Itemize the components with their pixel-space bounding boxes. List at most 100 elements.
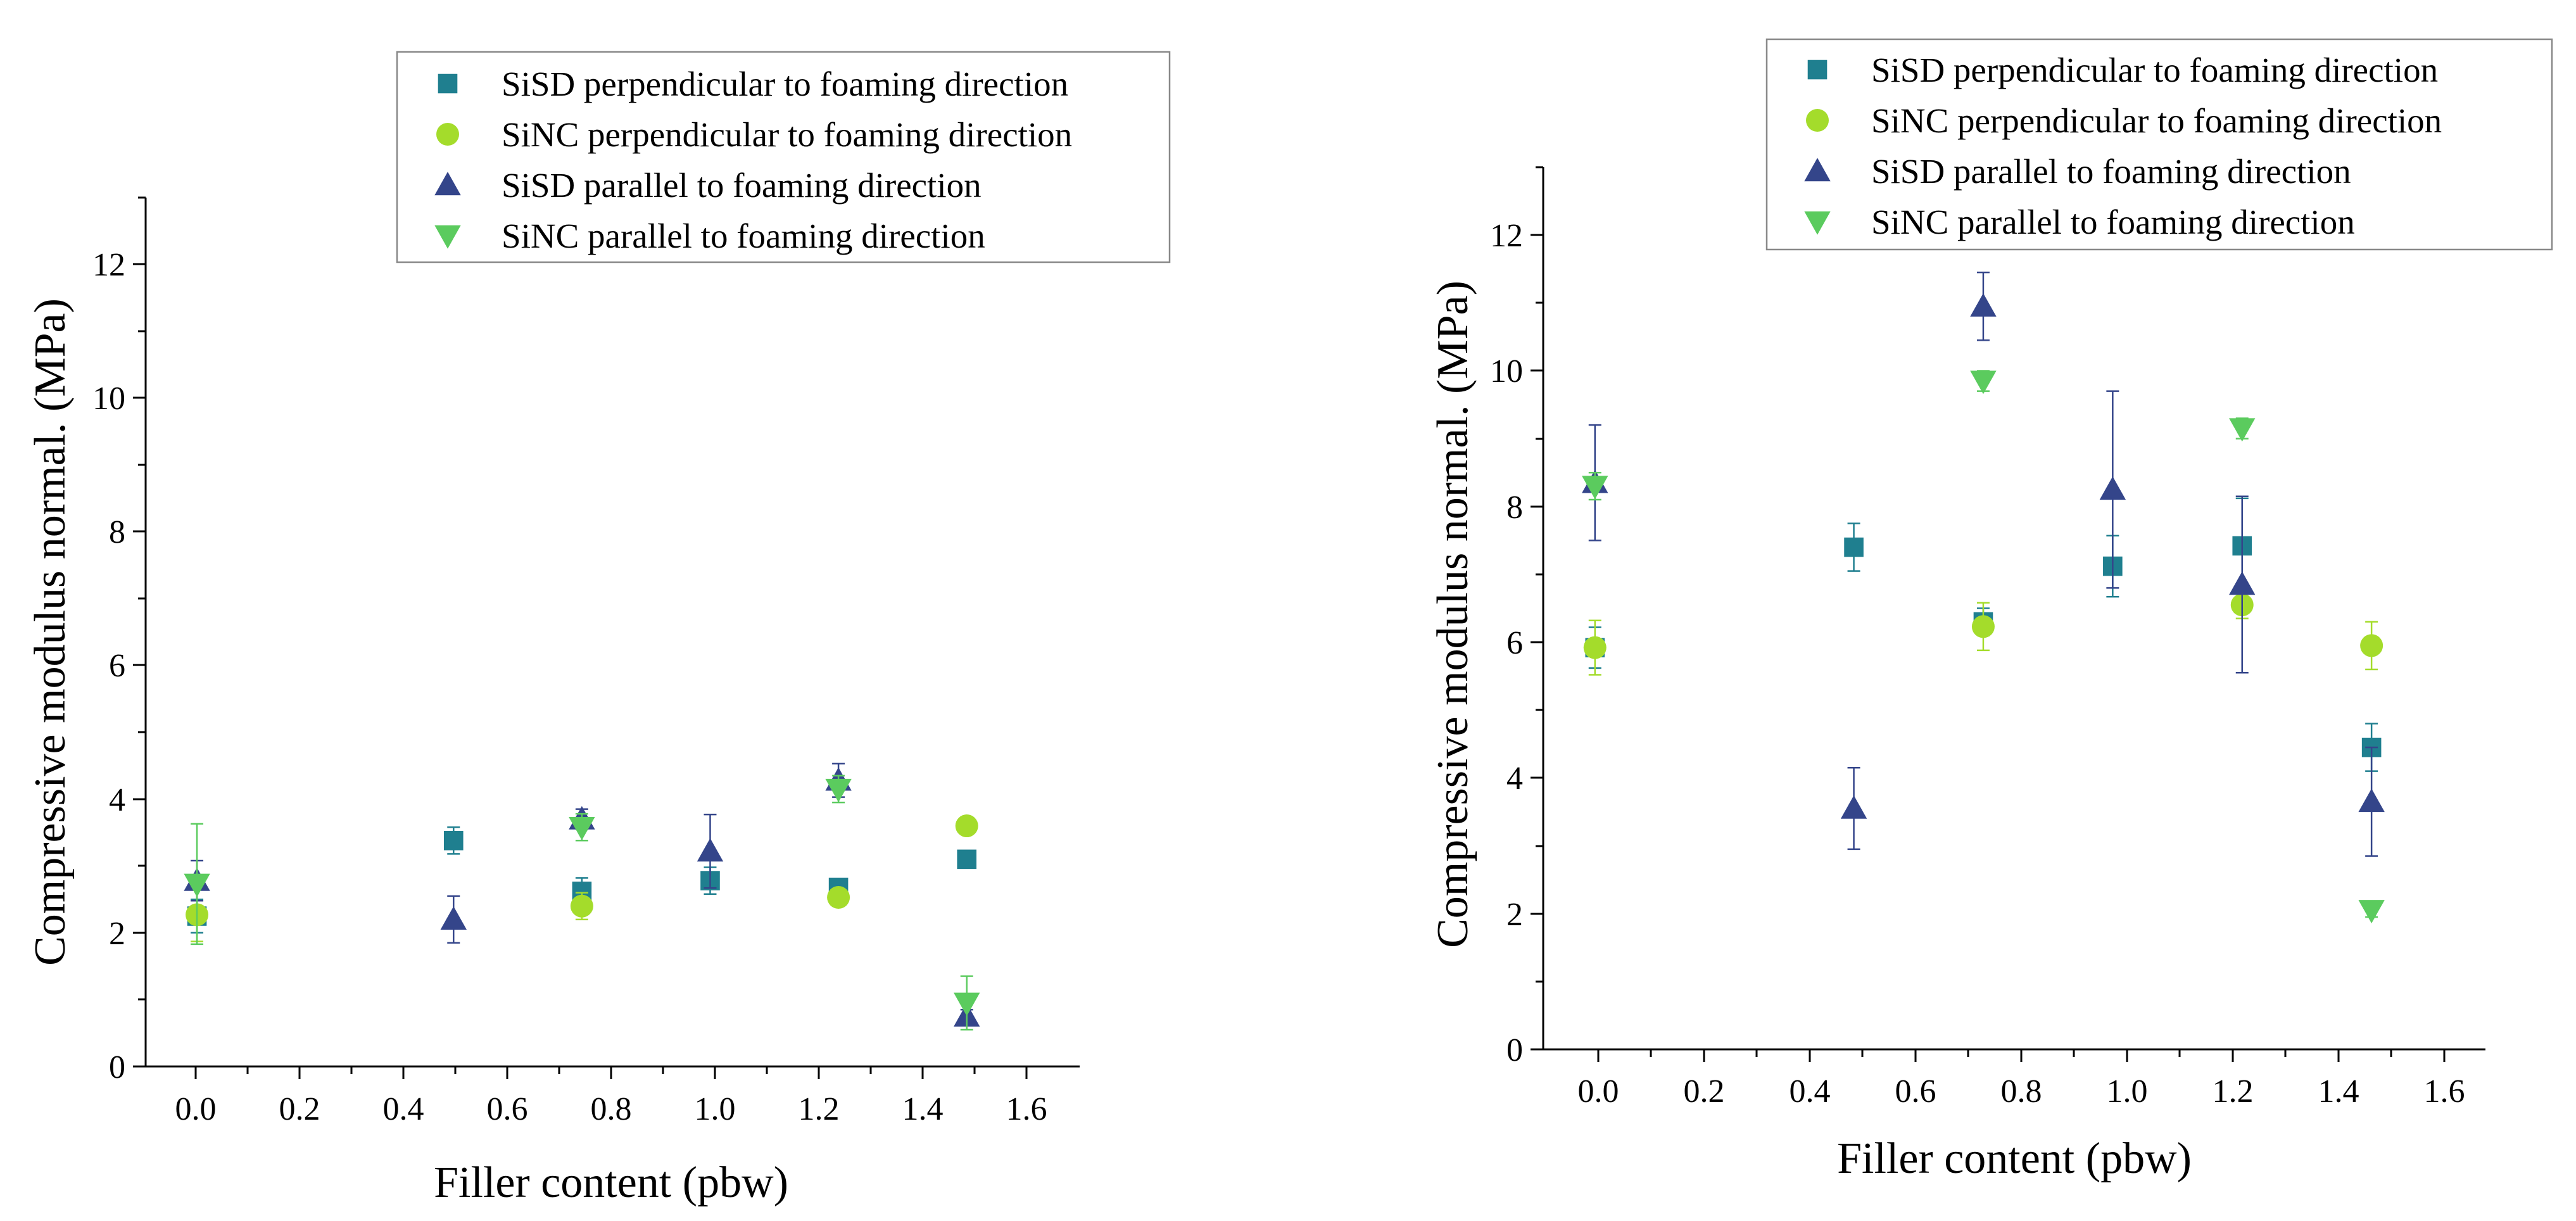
data-point [440, 906, 467, 930]
legend-label: SiSD perpendicular to foaming direction [1871, 51, 2438, 89]
x-ticks [194, 1066, 1028, 1079]
y-axis-label: Compressive modulus normal. (MPa) [26, 298, 75, 966]
x-tick-label: 1.4 [902, 1091, 944, 1127]
legend-entry: SiSD perpendicular to foaming direction [438, 65, 1068, 103]
data-point [1971, 615, 1995, 638]
legend-marker [434, 172, 461, 196]
legend-marker-shape [1806, 109, 1829, 132]
legend-label: SiNC perpendicular to foaming direction [1871, 101, 2442, 140]
x-tick-label: 0.2 [279, 1091, 320, 1127]
x-tick-label: 1.0 [2107, 1073, 2148, 1110]
legend-marker-shape [1804, 211, 1831, 235]
y-ticks [133, 196, 146, 1068]
legend-marker-shape [434, 172, 461, 196]
x-tick-label: 0.6 [487, 1091, 528, 1127]
x-tick-labels: 0.0 0.2 0.4 0.6 0.8 1.0 1.2 1.4 1.6 [175, 1091, 1047, 1127]
data-point [569, 816, 595, 840]
x-tick-label: 0.0 [175, 1091, 217, 1127]
data-point [1844, 537, 1864, 557]
data-point [2358, 788, 2385, 813]
data-point [184, 873, 210, 897]
x-tick-label: 1.4 [2318, 1073, 2359, 1110]
chart-left: 0 2 4 6 8 10 12 0. [26, 51, 1171, 1207]
y-axis-label: Compressive modulus normal. (MPa) [1429, 281, 1477, 948]
data-point [1970, 293, 1997, 317]
data-point [697, 838, 724, 862]
legend-marker [438, 73, 458, 94]
legend-entry: SiNC perpendicular to foaming direction [1806, 101, 2442, 140]
y-tick-label: 12 [1490, 218, 1523, 254]
chart-right: 0 2 4 6 8 10 12 0. [1429, 38, 2553, 1183]
legend: SiSD perpendicular to foaming direction … [1765, 38, 2553, 251]
plot-area-right [1582, 271, 2385, 924]
legend-label: SiNC perpendicular to foaming direction [502, 115, 1072, 154]
x-tick-labels: 0.0 0.2 0.4 0.6 0.8 1.0 1.2 1.4 1.6 [1578, 1073, 2465, 1110]
x-tick-label: 0.8 [591, 1091, 632, 1127]
y-tick-label: 2 [109, 916, 125, 952]
y-tick-label: 4 [109, 782, 125, 818]
x-tick-label: 1.2 [799, 1091, 840, 1127]
y-tick-label: 10 [92, 381, 125, 417]
data-point [1583, 636, 1607, 659]
legend-marker [1804, 158, 1831, 182]
series-sinc-parallel [184, 775, 980, 1031]
y-tick-label: 10 [1490, 353, 1523, 389]
x-tick-label: 1.0 [695, 1091, 736, 1127]
x-ticks [1597, 1049, 2446, 1062]
data-point [2229, 571, 2256, 595]
x-tick-label: 0.4 [383, 1091, 424, 1127]
data-point [827, 885, 850, 909]
y-tick-label: 6 [109, 648, 125, 684]
y-tick-label: 8 [109, 514, 125, 550]
x-tick-label: 0.2 [1684, 1073, 1725, 1110]
data-point [2099, 476, 2126, 500]
y-tick-label: 0 [109, 1049, 125, 1085]
legend-entry: SiSD parallel to foaming direction [1804, 152, 2351, 191]
y-tick-label: 6 [1506, 625, 1523, 661]
y-tick-label: 4 [1506, 761, 1523, 797]
data-point [1582, 476, 1608, 500]
legend-entry: SiSD perpendicular to foaming direction [1807, 51, 2438, 89]
data-point [1840, 795, 1867, 819]
plot-area-left [184, 762, 980, 1031]
data-point [2360, 634, 2383, 657]
legend-label: SiSD parallel to foaming direction [1871, 152, 2351, 191]
legend-marker-shape [438, 73, 458, 94]
y-tick-labels: 0 2 4 6 8 10 12 [1490, 218, 1523, 1068]
legend-marker-shape [436, 123, 459, 146]
x-tick-label: 0.4 [1790, 1073, 1831, 1110]
legend-marker-shape [434, 225, 461, 249]
legend-marker [434, 225, 461, 249]
y-tick-labels: 0 2 4 6 8 10 12 [92, 247, 125, 1085]
x-axis-label: Filler content (pbw) [1837, 1134, 2192, 1183]
data-point [955, 814, 978, 838]
series-sinc-perpendicular [1583, 590, 2383, 676]
legend-marker-shape [1804, 158, 1831, 182]
legend-entry: SiNC perpendicular to foaming direction [436, 115, 1072, 154]
y-tick-label: 8 [1506, 490, 1523, 526]
legend-marker [1804, 211, 1831, 235]
legend-box [1765, 38, 2553, 251]
legend-marker [1806, 109, 1829, 132]
x-tick-label: 0.0 [1578, 1073, 1619, 1110]
x-axis-label: Filler content (pbw) [434, 1158, 788, 1207]
x-tick-label: 1.6 [2424, 1073, 2465, 1110]
data-point [2229, 418, 2256, 442]
x-tick-label: 1.2 [2213, 1073, 2254, 1110]
legend-label: SiSD perpendicular to foaming direction [502, 65, 1068, 103]
legend: SiSD perpendicular to foaming direction … [396, 51, 1171, 263]
legend-label: SiNC parallel to foaming direction [1871, 203, 2355, 241]
legend-marker [436, 123, 459, 146]
legend-label: SiSD parallel to foaming direction [502, 166, 982, 205]
series-sinc-parallel [1582, 370, 2385, 924]
x-tick-label: 0.8 [2001, 1073, 2042, 1110]
data-point [954, 992, 980, 1016]
data-point [825, 778, 852, 802]
x-tick-label: 0.6 [1895, 1073, 1936, 1110]
legend-entry: SiNC parallel to foaming direction [434, 217, 985, 255]
y-tick-label: 0 [1506, 1032, 1523, 1068]
y-tick-label: 2 [1506, 897, 1523, 933]
data-point [570, 894, 593, 918]
y-ticks [1531, 166, 1543, 1051]
